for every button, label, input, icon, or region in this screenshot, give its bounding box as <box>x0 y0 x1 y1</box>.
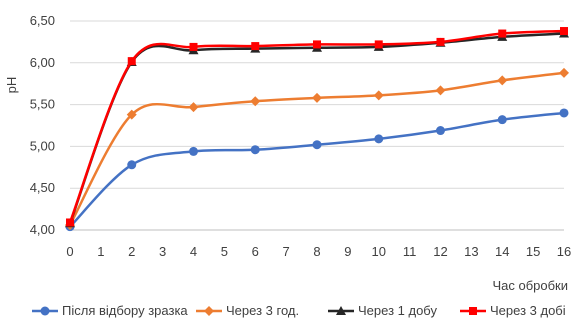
x-tick-label: 6 <box>252 244 259 259</box>
x-axis-ticks: 0 1 2 3 4 5 6 7 8 9 10 11 12 13 14 15 16 <box>66 244 571 259</box>
x-tick-label: 11 <box>403 244 417 259</box>
y-tick-label: 6,50 <box>30 13 55 28</box>
x-tick-label: 4 <box>190 244 197 259</box>
series-line <box>69 111 565 228</box>
y-axis-ticks: 4,00 4,50 5,00 5,50 6,00 6,50 <box>30 13 55 237</box>
data-point <box>127 160 137 170</box>
legend-item: Через 3 добі <box>460 303 566 318</box>
data-point <box>373 90 384 101</box>
series-line <box>68 29 565 223</box>
series-2 <box>65 67 569 230</box>
x-tick-label: 15 <box>526 244 540 259</box>
x-tick-label: 13 <box>464 244 478 259</box>
data-point <box>435 85 446 96</box>
x-axis-title: Час обробки <box>492 278 568 293</box>
x-tick-label: 0 <box>66 244 73 259</box>
legend-swatch-marker <box>40 306 50 316</box>
series-line <box>68 32 565 224</box>
data-point <box>189 42 198 51</box>
y-tick-label: 5,00 <box>30 138 55 153</box>
data-point <box>559 67 569 78</box>
series-1 <box>65 108 569 232</box>
data-point <box>560 27 568 36</box>
data-point <box>127 57 136 66</box>
legend-item: Після відбору зразка <box>32 303 188 318</box>
data-point <box>436 37 445 46</box>
data-point <box>498 29 507 38</box>
y-tick-label: 4,50 <box>30 180 55 195</box>
data-point <box>497 115 507 125</box>
data-point <box>374 134 384 144</box>
legend-item: Через 3 год. <box>196 303 299 318</box>
x-tick-label: 16 <box>557 244 571 259</box>
data-point <box>66 218 74 227</box>
data-point <box>436 126 445 136</box>
data-point <box>312 92 322 103</box>
data-point <box>189 146 198 156</box>
data-point <box>497 75 508 86</box>
legend-label: Після відбору зразка <box>62 303 188 318</box>
data-point <box>126 109 137 120</box>
series-4 <box>66 27 568 227</box>
legend: Після відбору зразка Через 3 год. Через 1 … <box>32 303 566 318</box>
x-tick-label: 3 <box>159 244 166 259</box>
legend-swatch-marker <box>469 307 477 315</box>
data-point <box>250 96 261 107</box>
x-tick-label: 5 <box>221 244 228 259</box>
legend-swatch-marker <box>336 306 346 315</box>
series-3 <box>65 28 569 228</box>
data-point <box>188 102 199 113</box>
x-tick-label: 8 <box>313 244 320 259</box>
data-point <box>251 42 260 51</box>
legend-label: Через 3 добі <box>490 303 566 318</box>
legend-swatch-marker <box>204 306 214 316</box>
y-tick-label: 6,00 <box>30 55 55 70</box>
y-tick-label: 4,00 <box>30 222 55 237</box>
data-point <box>312 140 322 150</box>
x-tick-label: 1 <box>97 244 104 259</box>
data-point <box>313 40 321 49</box>
y-tick-label: 5,50 <box>30 97 55 112</box>
series-group <box>65 27 569 232</box>
x-tick-label: 10 <box>372 244 386 259</box>
data-point <box>559 108 569 118</box>
data-point <box>374 40 383 49</box>
x-tick-label: 2 <box>128 244 135 259</box>
x-tick-label: 14 <box>495 244 509 259</box>
legend-label: Через 1 добу <box>358 303 437 318</box>
data-point <box>250 145 260 155</box>
x-tick-label: 9 <box>344 244 351 259</box>
x-tick-label: 12 <box>433 244 447 259</box>
gridlines <box>70 20 564 231</box>
x-tick-label: 7 <box>283 244 290 259</box>
legend-label: Через 3 год. <box>226 303 299 318</box>
legend-item: Через 1 добу <box>328 303 437 318</box>
y-axis-title: pH <box>4 77 19 94</box>
